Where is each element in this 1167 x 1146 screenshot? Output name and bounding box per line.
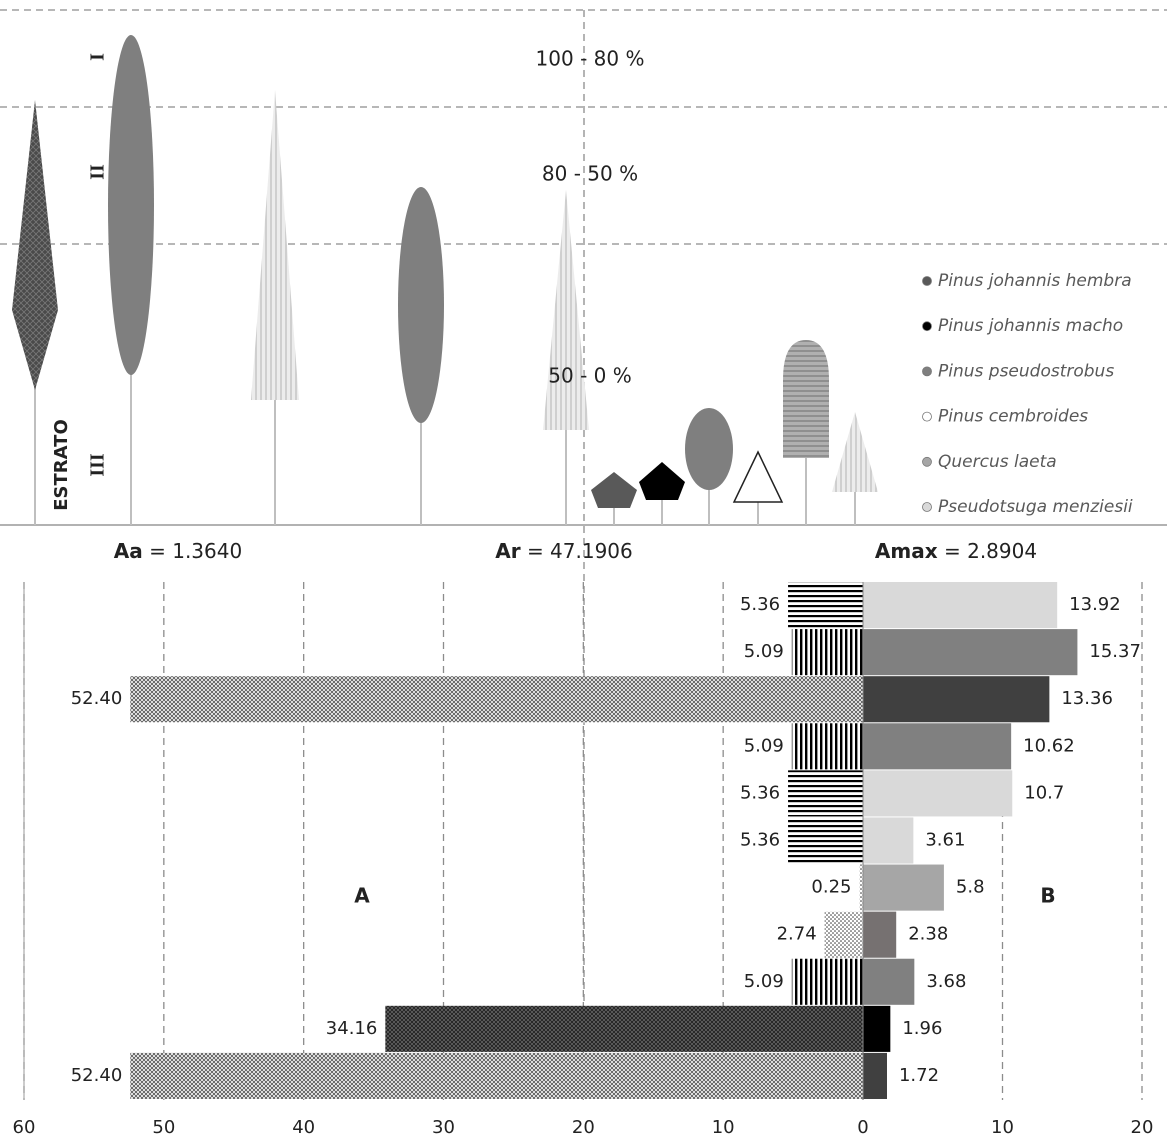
bar-a [788, 770, 863, 817]
value-label-b: 10.7 [1024, 782, 1064, 803]
bar-b [863, 723, 1012, 770]
value-label-b: 2.38 [908, 924, 948, 945]
value-label-a: 34.16 [326, 1018, 378, 1039]
bar-a [130, 1052, 864, 1099]
bar-b [863, 817, 914, 864]
legend-marker [922, 456, 932, 467]
bar-a [791, 629, 863, 676]
value-label-a: 2.74 [777, 924, 817, 945]
value-label-b: 13.92 [1069, 594, 1121, 615]
bar-a [130, 676, 864, 723]
value-label-b: 15.37 [1089, 641, 1141, 662]
bar-a [788, 582, 863, 629]
index-value: = 1.3640 [149, 539, 242, 563]
bar-b [863, 911, 897, 958]
legend-marker [922, 411, 932, 422]
value-label-b: 5.8 [956, 877, 985, 898]
legend-label: Quercus laeta [938, 452, 1057, 472]
stratum-numeral: I [85, 53, 107, 61]
bar-b [863, 1052, 887, 1099]
value-label-a: 5.36 [740, 830, 780, 851]
index-value: = 47.1906 [527, 539, 633, 563]
value-label-b: 3.61 [925, 830, 965, 851]
stratum-range: 100 - 80 % [536, 47, 645, 71]
bar-b [863, 864, 944, 911]
bar-b [863, 629, 1078, 676]
value-label-a: 5.36 [740, 782, 780, 803]
butterfly-chart: Aa = 1.3640 Ar = 47.1906 Amax = 2.8904 60 50… [13, 539, 1154, 1139]
x-tick-label: 50 [152, 1117, 175, 1138]
bar-a [859, 864, 863, 911]
x-tick-label: 10 [991, 1117, 1014, 1138]
index-label: Ar = 47.1906 [495, 539, 633, 563]
stratum-range: 80 - 50 % [542, 162, 638, 186]
bar-a [791, 723, 863, 770]
bar-a [791, 958, 863, 1005]
bar-a [385, 1005, 863, 1052]
value-label-a: 5.09 [744, 735, 784, 756]
index-value: = 2.8904 [944, 539, 1037, 563]
bar-a [788, 817, 863, 864]
legend: Pinus johannis hembra Pinus johannis mach… [922, 271, 1133, 517]
stratum-range: 50 - 0 % [548, 364, 631, 388]
value-label-b: 3.68 [926, 971, 966, 992]
legend-label: Pinus pseudostrobus [938, 361, 1114, 381]
value-label-b: 13.36 [1061, 688, 1113, 709]
index-label: Aa = 1.3640 [114, 539, 242, 563]
panel-label: B [1040, 884, 1055, 908]
value-label-a: 5.36 [740, 594, 780, 615]
value-label-b: 1.96 [902, 1018, 942, 1039]
legend-marker [922, 276, 932, 286]
index-label: Amax = 2.8904 [875, 539, 1037, 563]
value-label-a: 52.40 [71, 688, 123, 709]
profile-labels: 100 - 80 % I 80 - 50 % II 50 - 0 % III [85, 47, 644, 477]
legend-label: Pinus cembroides [938, 407, 1088, 427]
stratum-numeral: III [85, 453, 107, 477]
profile-frame [0, 9, 1167, 1100]
x-tick-label: 0 [857, 1117, 868, 1138]
legend-marker [922, 502, 932, 512]
x-tick-label: 20 [1131, 1117, 1154, 1138]
bar-a [824, 911, 863, 958]
value-label-a: 5.09 [744, 641, 784, 662]
x-tick-label: 20 [572, 1117, 595, 1138]
bar-b [863, 676, 1050, 723]
bar-b [863, 1005, 891, 1052]
stratum-numeral: II [85, 164, 107, 180]
strata-axis-label: ESTRATO [51, 419, 72, 511]
x-tick-label: 10 [712, 1117, 735, 1138]
index-name: Amax [875, 539, 938, 563]
value-label-b: 1.72 [899, 1065, 939, 1086]
x-tick-label: 30 [432, 1117, 455, 1138]
x-tick-label: 40 [292, 1117, 315, 1138]
bar-b [863, 770, 1013, 817]
legend-label: Pinus johannis macho [938, 316, 1123, 336]
tree-profile [12, 35, 878, 525]
panel-label: A [354, 884, 370, 908]
legend-label: Pseudotsuga menziesii [938, 497, 1133, 517]
index-name: Aa [114, 539, 143, 563]
value-label-b: 10.62 [1023, 735, 1075, 756]
legend-marker [922, 321, 932, 332]
legend-marker [922, 366, 932, 377]
value-label-a: 52.40 [71, 1065, 123, 1086]
index-name: Ar [495, 539, 520, 563]
value-label-a: 0.25 [811, 877, 851, 898]
bar-b [863, 582, 1058, 629]
bar-b [863, 958, 915, 1005]
value-label-a: 5.09 [744, 971, 784, 992]
x-tick-label: 60 [13, 1117, 36, 1138]
legend-label: Pinus johannis hembra [938, 271, 1132, 291]
